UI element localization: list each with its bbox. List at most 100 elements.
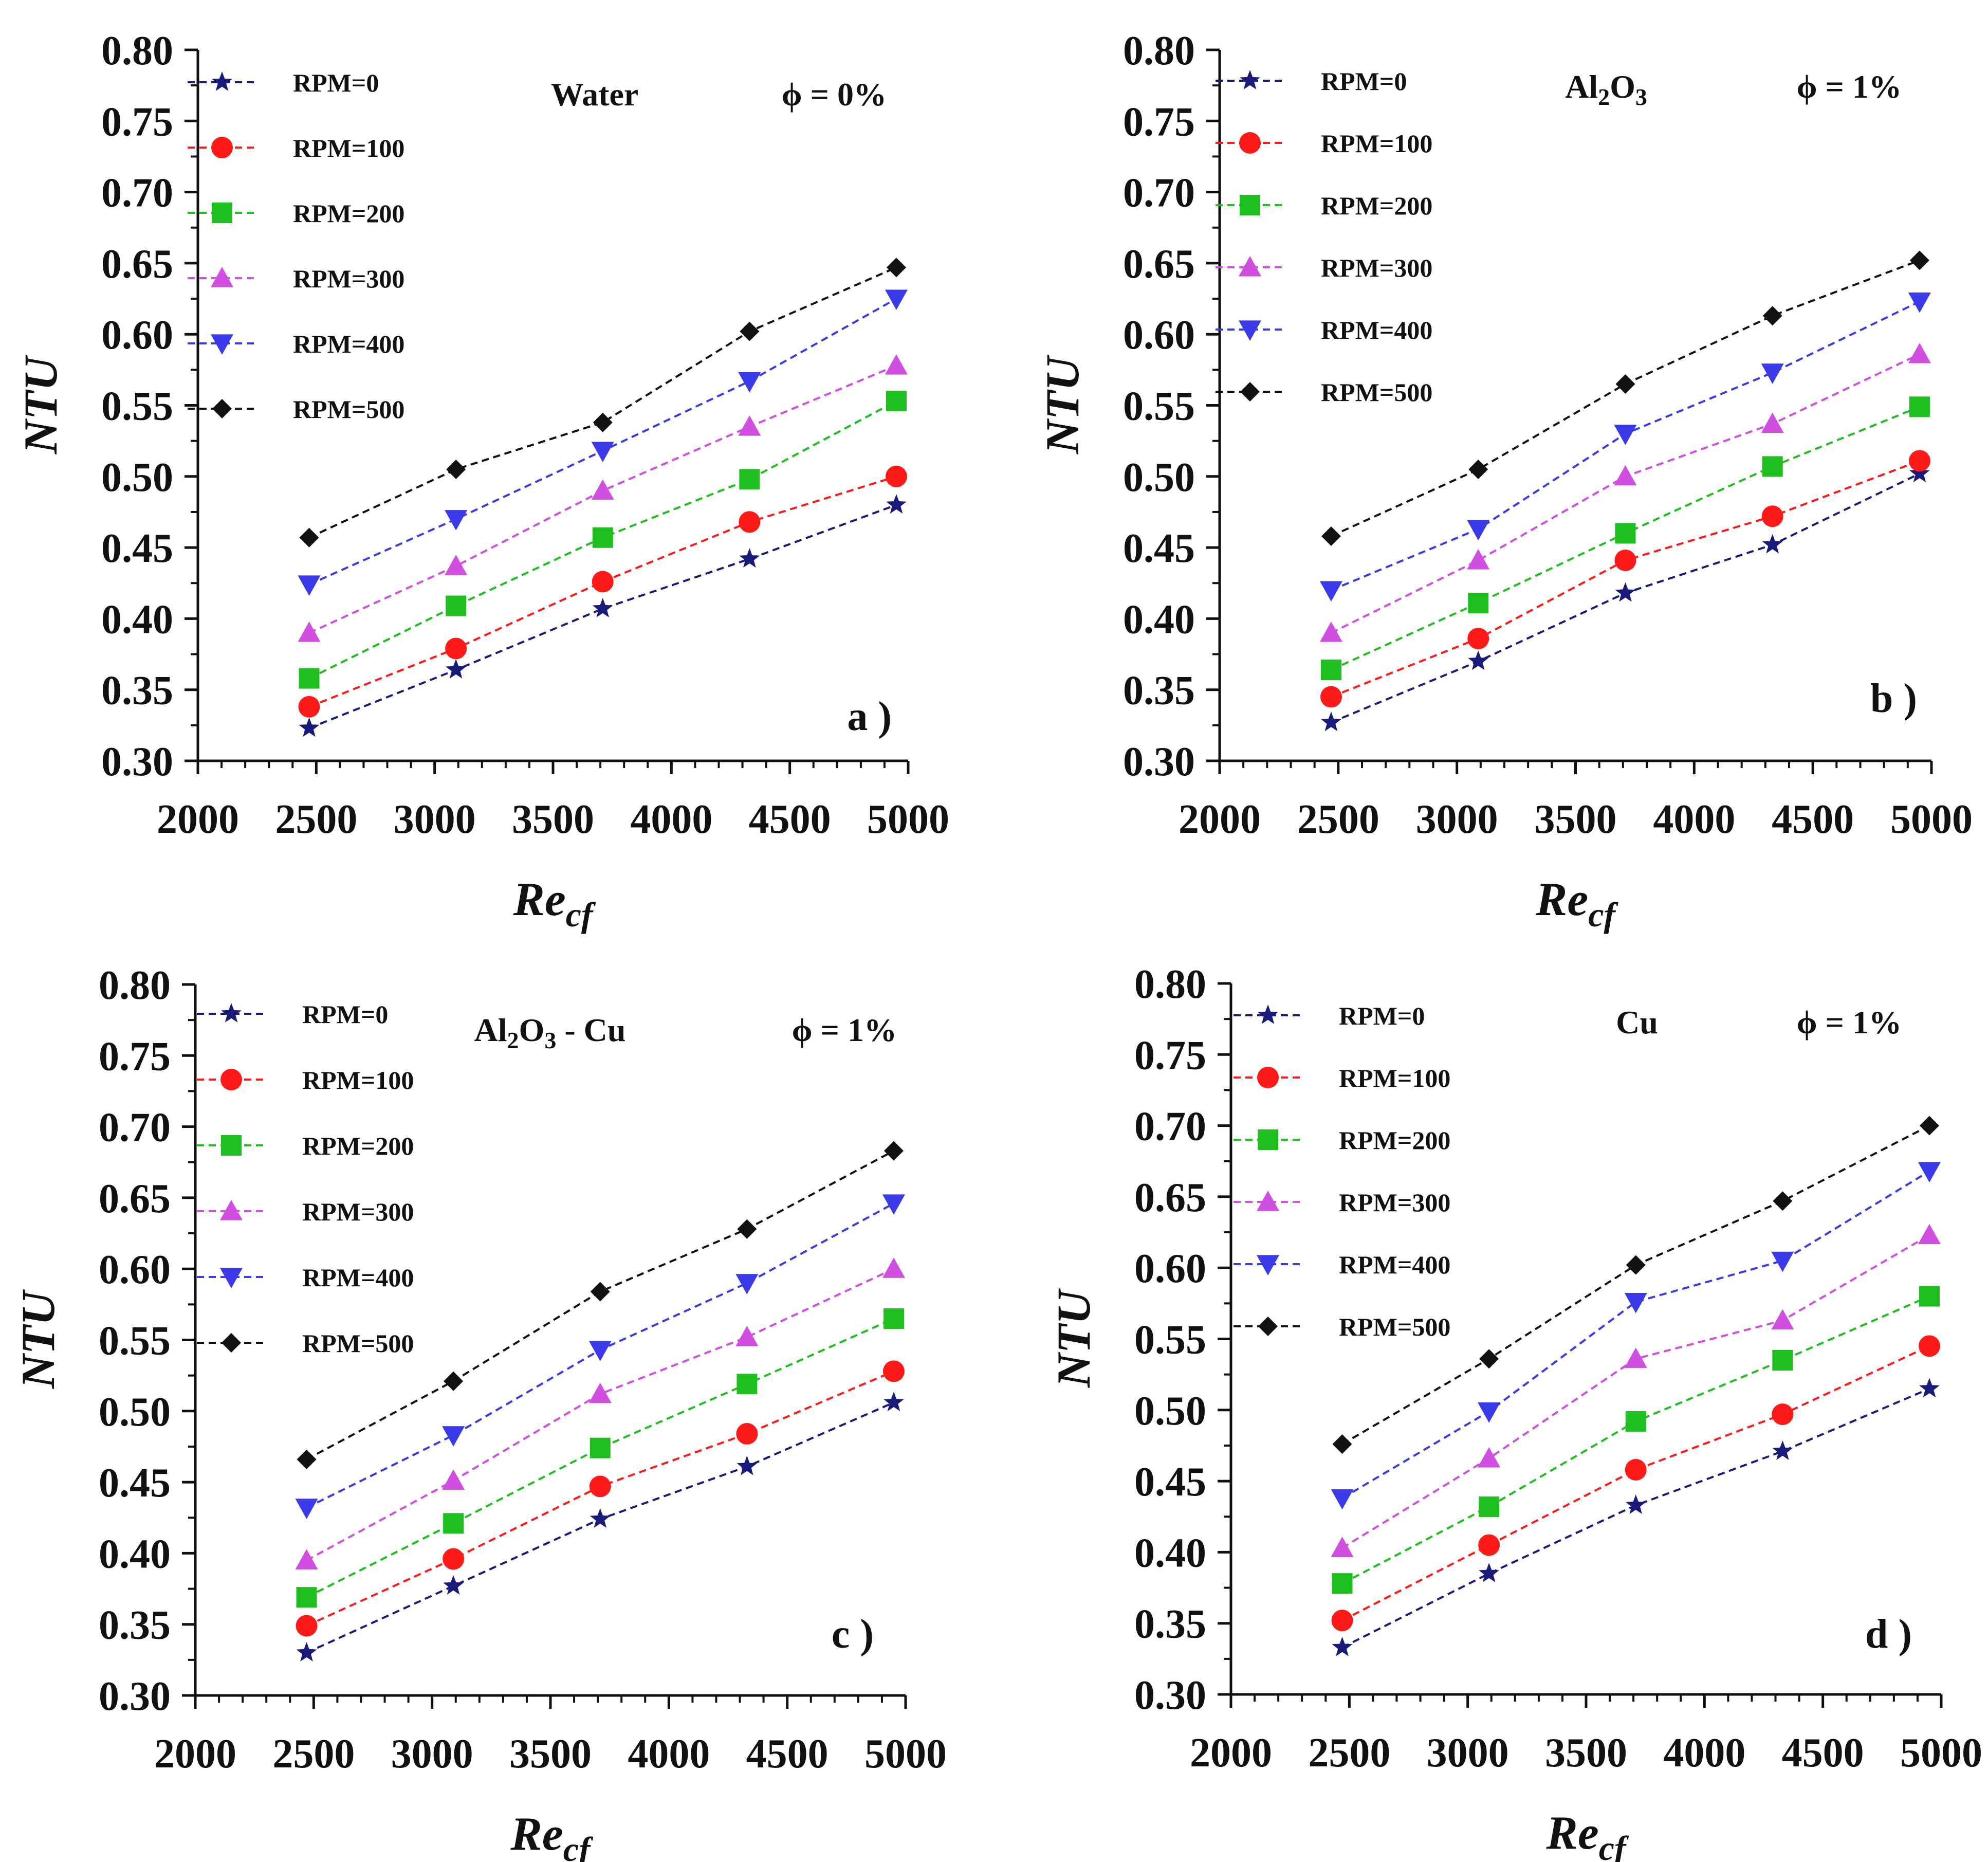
y-tick-label: 0.70 — [101, 171, 173, 216]
data-point — [1319, 622, 1342, 642]
data-point — [1331, 1610, 1353, 1632]
legend-marker — [1240, 382, 1260, 401]
data-point — [886, 391, 907, 412]
phi-label: ϕ = 1% — [792, 1012, 897, 1048]
data-point — [590, 1437, 611, 1458]
data-point — [588, 1341, 612, 1361]
y-tick-label: 0.45 — [99, 1461, 171, 1506]
data-point — [1909, 396, 1930, 417]
y-tick-label: 0.70 — [1123, 171, 1195, 216]
data-point — [1772, 1349, 1793, 1371]
data-point — [295, 1549, 318, 1569]
x-tick-label: 2500 — [272, 1731, 355, 1777]
data-point — [739, 548, 760, 568]
y-tick-label: 0.80 — [99, 963, 171, 1008]
data-point — [739, 469, 760, 490]
legend-marker — [1239, 320, 1261, 341]
y-tick-label: 0.70 — [99, 1105, 171, 1151]
data-point — [737, 1455, 758, 1475]
data-point — [882, 1194, 905, 1215]
fluid-label: Cu — [1616, 1004, 1658, 1040]
data-point — [1331, 1537, 1354, 1557]
data-point — [446, 459, 466, 479]
data-point — [590, 1282, 610, 1302]
data-point — [883, 1141, 904, 1161]
data-point — [1762, 306, 1782, 326]
series-rpm-300: RPM=300 — [1234, 1188, 1941, 1557]
data-point — [296, 1615, 318, 1637]
legend-label: RPM=100 — [1321, 129, 1432, 158]
x-axis-title: Recf — [510, 1808, 593, 1862]
y-tick-label: 0.75 — [1134, 1033, 1206, 1078]
data-point — [738, 372, 761, 393]
x-tick-label: 4500 — [1772, 797, 1854, 842]
x-tick-label: 5000 — [1890, 797, 1973, 842]
series-line — [306, 1149, 894, 1461]
chart-panel-4: 0.30 0.35 0.40 0.45 0.50 0.55 0.60 0.65 0.70 0.75… — [1047, 962, 1982, 1862]
data-point — [1761, 505, 1783, 527]
data-point — [886, 258, 906, 278]
data-point — [885, 289, 908, 311]
x-tick-label: 4000 — [630, 797, 712, 842]
series-rpm-0: RPM=0 — [1234, 1001, 1940, 1656]
phi-label: ϕ = 0% — [782, 76, 887, 113]
data-point — [1615, 523, 1636, 544]
data-point — [592, 527, 613, 548]
legend-label: RPM=300 — [293, 264, 404, 293]
data-point — [591, 442, 614, 463]
data-point — [1761, 412, 1784, 433]
data-point — [1468, 592, 1489, 613]
data-point — [739, 511, 761, 533]
data-point — [295, 1499, 318, 1519]
data-point — [589, 1475, 611, 1498]
panel-label: c ) — [832, 1612, 874, 1657]
data-point — [1918, 1162, 1941, 1183]
y-tick-label: 0.45 — [1123, 526, 1195, 571]
y-tick-label: 0.65 — [1123, 242, 1195, 287]
y-tick-label: 0.30 — [101, 739, 173, 784]
series-rpm-100: RPM=100 — [1216, 129, 1930, 708]
data-point — [592, 598, 613, 617]
chart-panel-1: 0.30 0.35 0.40 0.45 0.50 0.55 0.60 0.65 0.70 0.75… — [14, 28, 949, 934]
data-point — [737, 1374, 758, 1395]
x-tick-label: 4000 — [628, 1731, 710, 1777]
data-point — [591, 479, 614, 500]
data-point — [1321, 711, 1341, 732]
legend-label: RPM=200 — [1339, 1126, 1450, 1155]
x-axis-title-main: Re — [1535, 873, 1588, 925]
data-point — [1908, 450, 1930, 472]
data-point — [442, 1426, 465, 1447]
y-tick-label: 0.80 — [1123, 28, 1195, 74]
x-tick-label: 2500 — [275, 797, 357, 842]
x-tick-label: 3500 — [509, 1731, 592, 1777]
legend-marker — [212, 399, 232, 418]
x-tick-label: 2500 — [1308, 1730, 1390, 1776]
data-point — [445, 637, 467, 660]
data-point — [1625, 1458, 1647, 1481]
legend-label: RPM=200 — [293, 199, 404, 228]
series-rpm-200: RPM=200 — [197, 1131, 904, 1608]
data-point — [299, 668, 320, 689]
y-tick-label: 0.40 — [1134, 1530, 1206, 1576]
legend-marker — [221, 1135, 242, 1156]
series-line — [306, 1318, 894, 1598]
data-point — [1771, 1309, 1794, 1330]
data-point — [1909, 250, 1929, 270]
panel-label: a ) — [847, 694, 892, 739]
data-point — [1614, 465, 1637, 486]
legend-label: RPM=100 — [302, 1066, 414, 1094]
x-tick-label: 2000 — [1190, 1730, 1272, 1776]
y-tick-label: 0.75 — [1123, 99, 1195, 144]
y-tick-label: 0.30 — [1134, 1673, 1206, 1718]
data-point — [1626, 1255, 1646, 1275]
y-tick-label: 0.55 — [101, 384, 173, 429]
fluid-label: Al2O3 - Cu — [474, 1012, 626, 1053]
x-tick-label: 4000 — [1653, 797, 1735, 842]
data-point — [1918, 1224, 1941, 1245]
y-tick-label: 0.50 — [1123, 455, 1195, 500]
y-tick-label: 0.50 — [99, 1390, 171, 1435]
legend-marker — [1240, 195, 1260, 215]
legend-marker — [211, 267, 233, 287]
data-point — [1762, 534, 1783, 554]
y-tick-label: 0.40 — [101, 597, 173, 642]
